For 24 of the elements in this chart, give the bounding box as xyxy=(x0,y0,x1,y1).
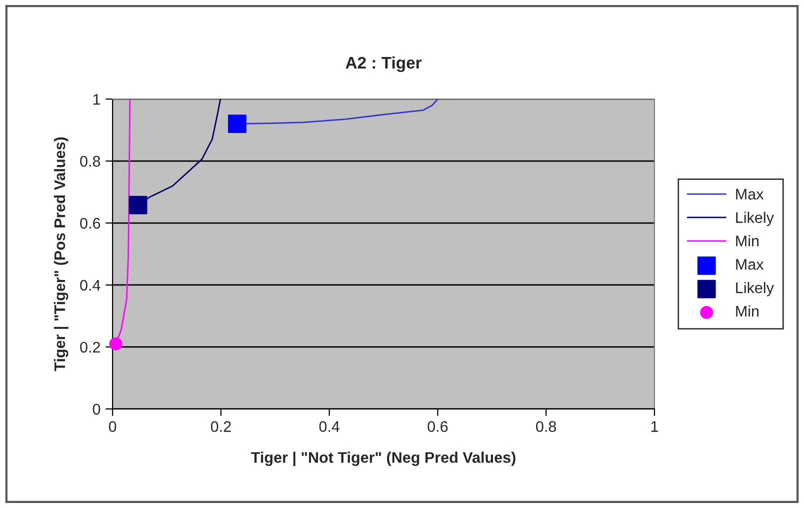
x-tick-label: 0 xyxy=(108,421,116,432)
legend-label: Min xyxy=(736,305,759,316)
x-axis-title: Tiger | "Not Tiger" (Neg Pred Values) xyxy=(251,452,516,466)
y-tick-label: 0 xyxy=(92,404,100,415)
x-tick-label: 0.4 xyxy=(319,421,340,432)
legend-label: Max xyxy=(736,259,764,270)
y-axis-title: Tiger | "Tiger" (Pos Pred Values) xyxy=(54,137,68,372)
legend-label: Min xyxy=(736,235,759,246)
point xyxy=(228,114,246,134)
legend-label: Max xyxy=(736,188,764,200)
y-tick-label: 1 xyxy=(93,94,100,105)
x-tick-label: 1 xyxy=(651,421,658,432)
x-tick-label: 0.6 xyxy=(428,421,448,432)
legend-label: Likely xyxy=(736,212,774,226)
chart-title: A2 : Tiger xyxy=(346,56,422,72)
y-tick-label: 0.4 xyxy=(80,280,100,291)
y-tick-label: 0.2 xyxy=(80,342,100,353)
point xyxy=(128,196,148,214)
y-tick-label: 0.6 xyxy=(80,218,100,229)
x-tick-label: 0.2 xyxy=(210,421,231,432)
y-tick-label: 0.8 xyxy=(80,156,100,167)
x-tick-label: 0.8 xyxy=(536,421,556,432)
point xyxy=(109,337,122,350)
legend-label: Likely xyxy=(736,282,774,296)
